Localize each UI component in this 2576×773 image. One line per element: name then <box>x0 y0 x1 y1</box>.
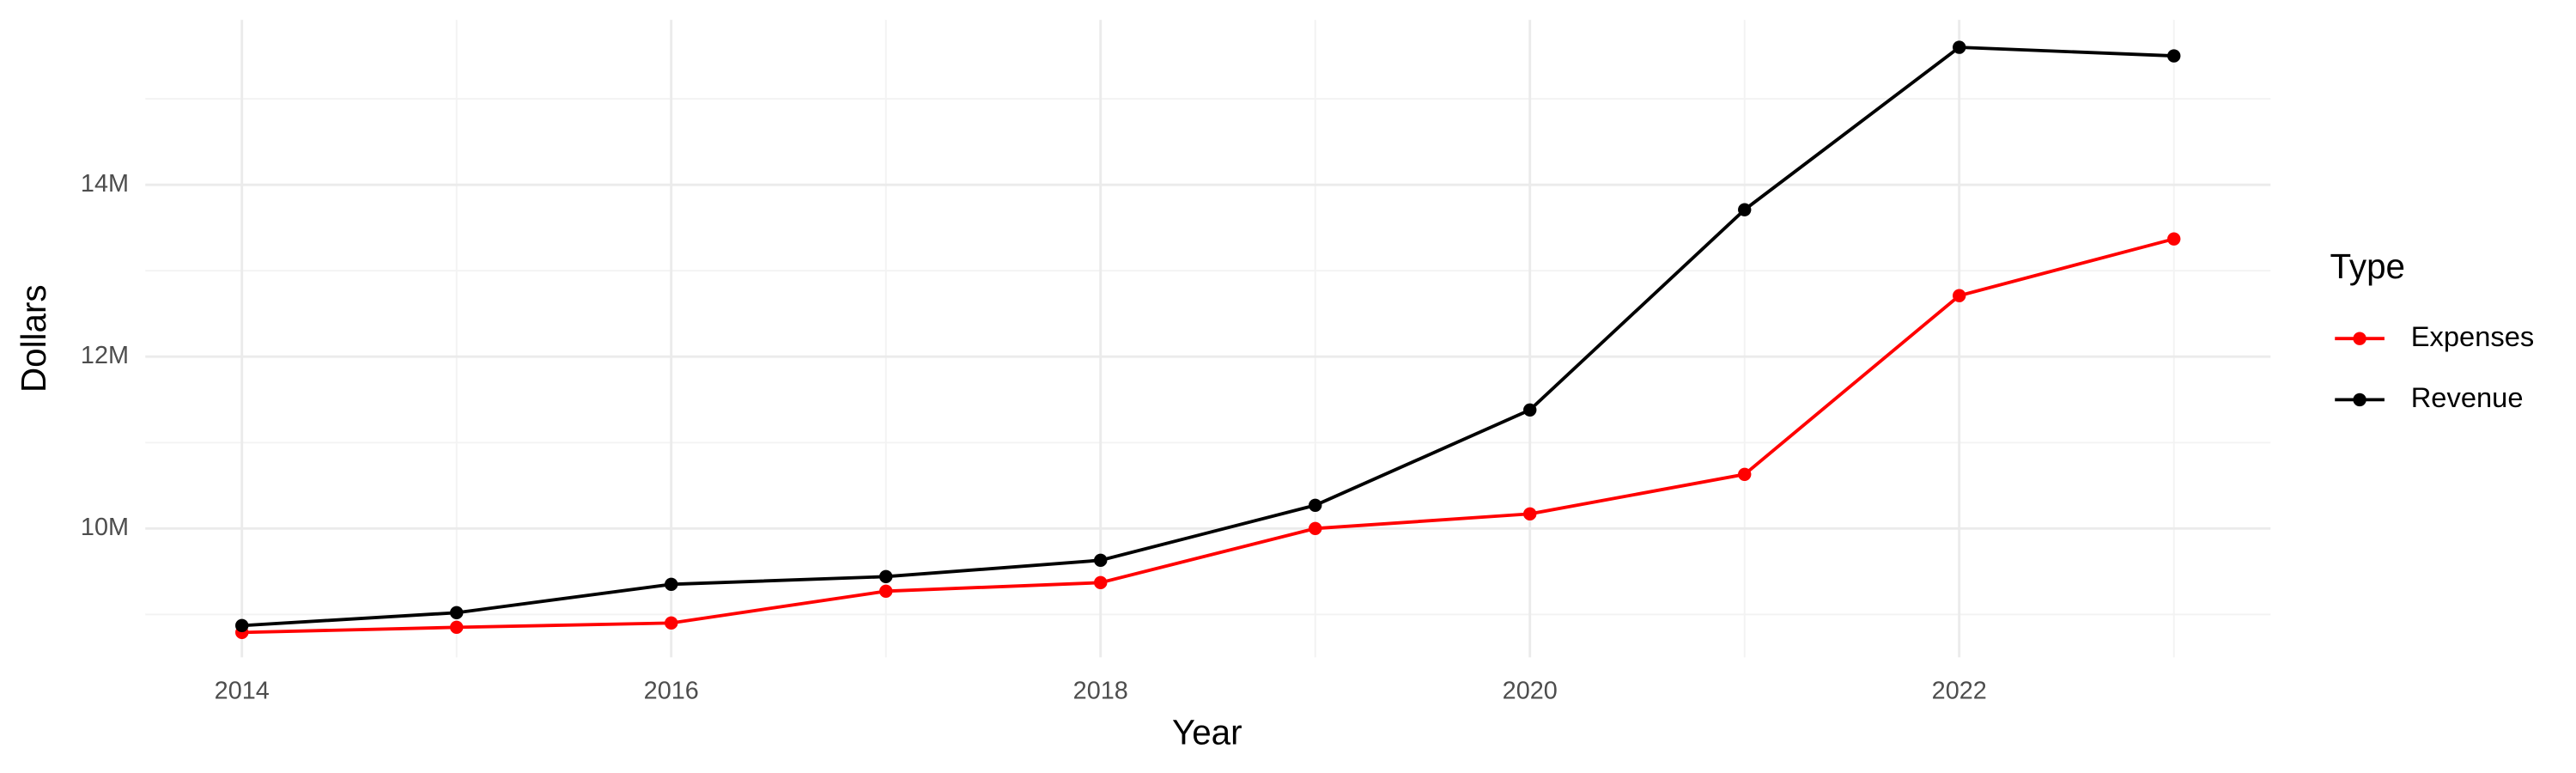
data-point <box>1094 575 1108 590</box>
x-tick-label: 2016 <box>644 677 699 704</box>
series-line <box>241 237 2175 635</box>
data-point <box>450 606 464 620</box>
data-point <box>1738 203 1752 216</box>
data-point <box>665 616 678 630</box>
data-point <box>2167 232 2181 246</box>
x-axis-label: Year <box>1172 712 1242 752</box>
data-point <box>2167 49 2181 63</box>
data-point <box>1094 553 1108 568</box>
legend-label: Revenue <box>2411 381 2524 413</box>
y-tick-label: 10M <box>81 514 129 541</box>
x-tick-label: 2022 <box>1932 677 1987 704</box>
data-point <box>1309 521 1322 536</box>
y-tick-label: 12M <box>81 342 129 369</box>
data-point <box>1738 467 1752 481</box>
data-point <box>1309 498 1322 513</box>
legend-swatch-point <box>2353 393 2366 407</box>
data-point <box>1953 289 1966 302</box>
data-point <box>235 618 249 633</box>
data-point <box>1523 507 1537 521</box>
series-line <box>241 46 2174 628</box>
data-point <box>450 620 464 635</box>
data-point <box>879 569 893 584</box>
data-point <box>879 584 893 599</box>
data-point <box>1523 403 1537 417</box>
x-tick-label: 2018 <box>1073 677 1128 704</box>
x-tick-label: 2020 <box>1503 677 1558 704</box>
y-tick-label: 14M <box>81 170 129 198</box>
data-point <box>1953 40 1966 54</box>
legend-title: Type <box>2330 247 2405 286</box>
data-point <box>665 577 678 592</box>
legend-label: Expenses <box>2411 320 2535 352</box>
x-tick-label: 2014 <box>215 677 270 704</box>
legend-swatch-point <box>2353 332 2366 345</box>
y-axis-label: Dollars <box>14 284 53 393</box>
